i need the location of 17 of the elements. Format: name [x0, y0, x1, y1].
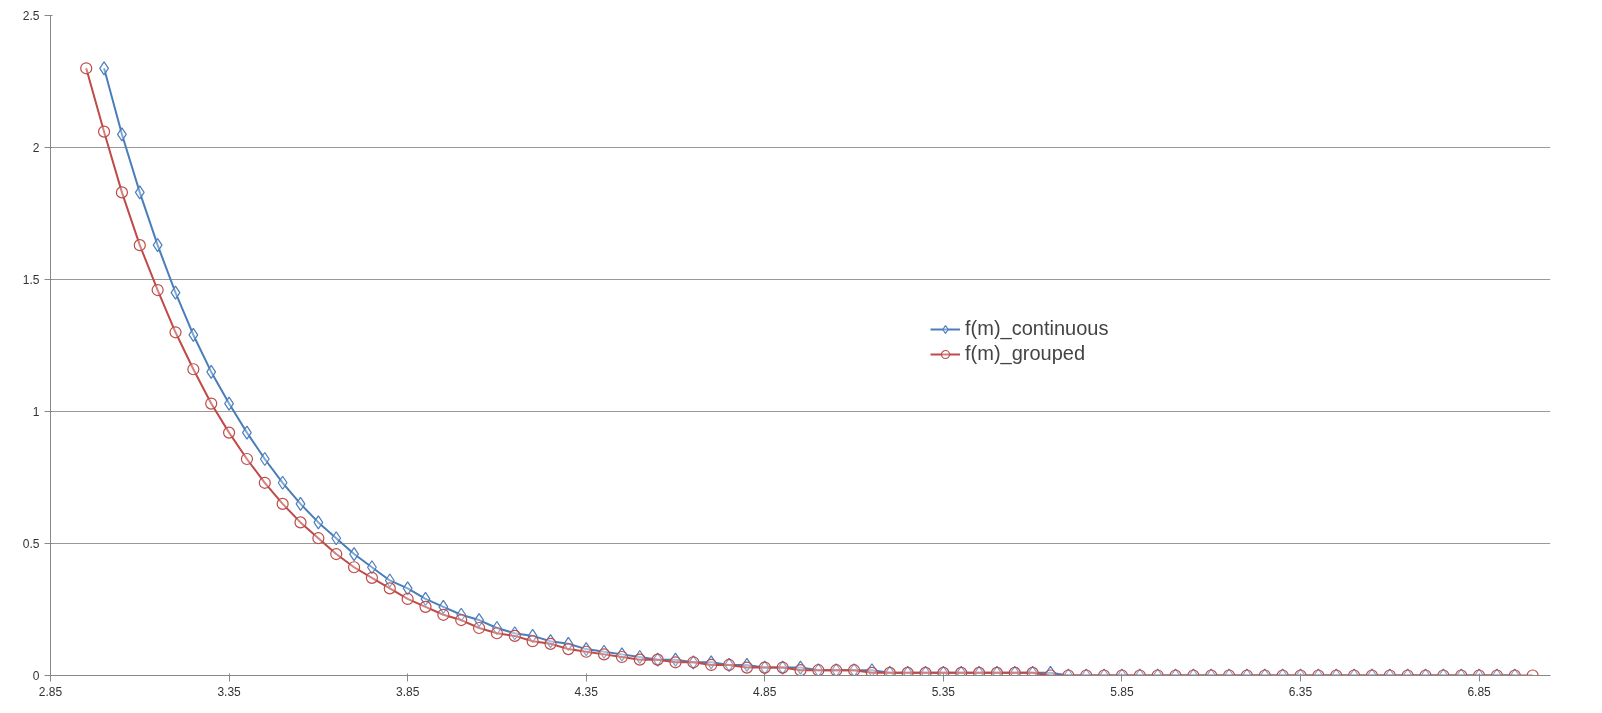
legend-label: f(m)_grouped: [965, 342, 1086, 365]
x-tick-label: 5.35: [931, 684, 956, 699]
x-tick-label: 4.35: [574, 684, 599, 699]
y-tick-label: 2.5: [22, 9, 40, 23]
y-tick-label: 1.5: [22, 273, 40, 287]
legend-label: f(m)_continuous: [965, 317, 1109, 340]
y-tick-label: 0.5: [22, 537, 40, 551]
x-tick-label: 4.85: [753, 684, 777, 699]
x-tick-label: 5.85: [1110, 684, 1134, 699]
x-tick-label: 3.85: [395, 684, 420, 699]
x-tick-label: 2.85: [38, 684, 63, 699]
y-tick-label: 0: [32, 669, 40, 683]
x-tick-label: 6.85: [1467, 684, 1492, 699]
x-tick-label: 6.35: [1288, 684, 1313, 699]
y-tick-label: 2: [32, 141, 40, 155]
y-tick-label: 1: [32, 405, 40, 419]
x-tick-label: 3.35: [217, 684, 242, 699]
